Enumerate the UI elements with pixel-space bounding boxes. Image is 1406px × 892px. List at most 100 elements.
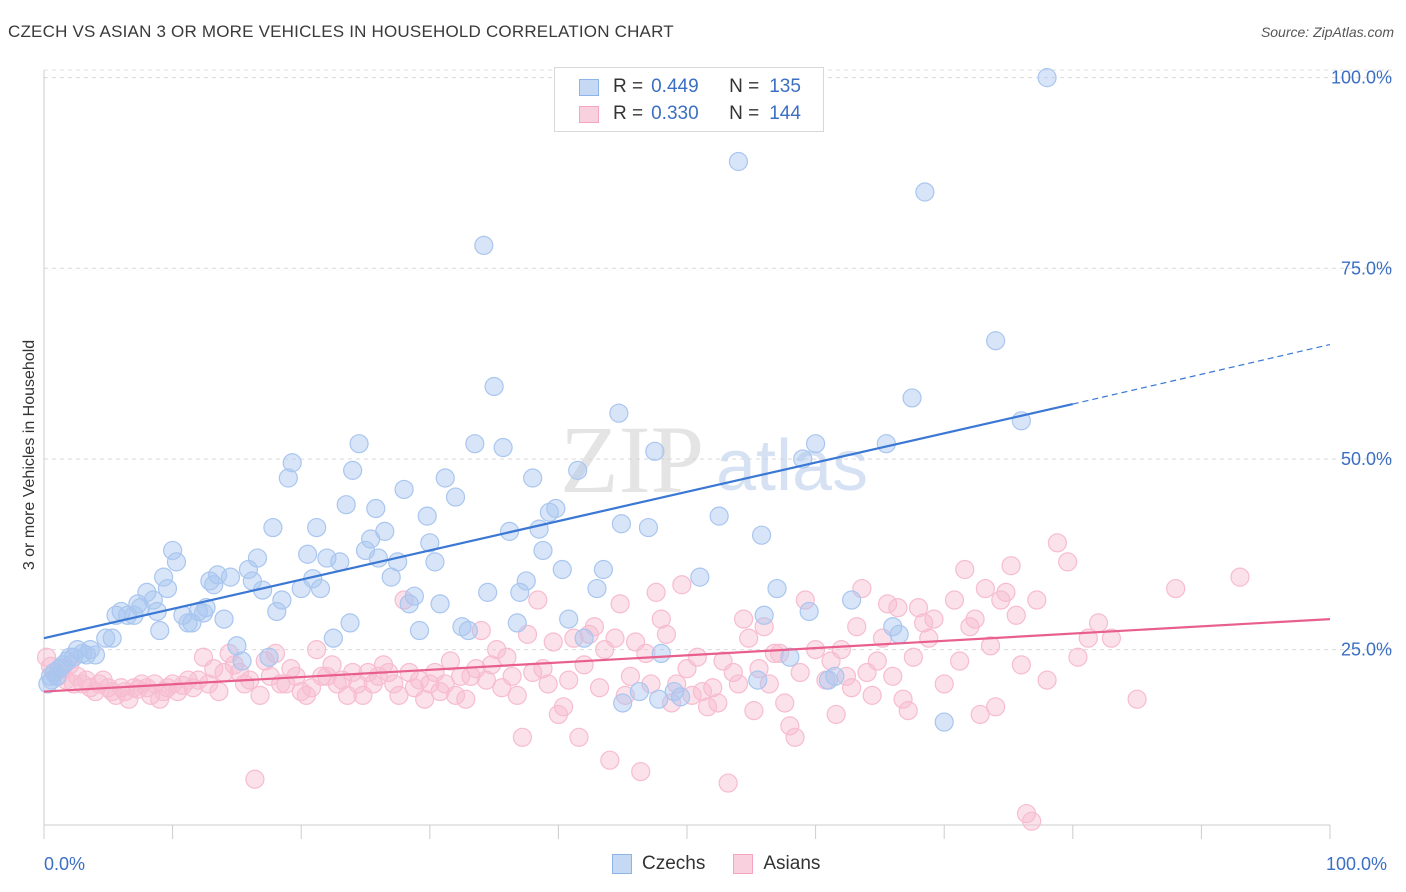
asians-point-108 (564, 628, 584, 648)
asians-point-39 (209, 681, 229, 702)
series-legend: Czechs Asians (612, 853, 848, 875)
asians-point-129 (672, 575, 692, 595)
czechs-point-112 (651, 643, 671, 664)
legend-r-value: 0.449 (651, 76, 699, 97)
correlation-legend: R = 0.449 N = 135 R = 0.330 N = 144 (554, 67, 824, 132)
czechs-point-65 (349, 434, 369, 454)
asians-point-145 (754, 617, 774, 637)
asians-point-179 (950, 651, 970, 671)
czechs-point-84 (458, 620, 478, 641)
asians-point-164 (862, 685, 882, 705)
asians-point-150 (780, 716, 800, 736)
asians-point-84 (440, 651, 460, 671)
asians-point-167 (878, 594, 898, 614)
czechs-point-57 (307, 517, 327, 538)
asians-point-124 (646, 582, 666, 602)
czechs-point-35 (193, 603, 214, 623)
y-tick-label-0: 25.0% (1341, 640, 1392, 660)
legend-row-asians: R = 0.330 N = 144 (579, 103, 801, 125)
czechs-point-82 (445, 487, 466, 507)
series-asians-points (36, 533, 1250, 831)
legend-item-asians[interactable]: Asians (733, 853, 820, 875)
asians-point-118 (615, 685, 635, 705)
czechs-point-53 (282, 453, 302, 473)
asians-point-202 (1127, 689, 1147, 709)
asians-point-195 (1037, 670, 1057, 690)
czechs-point-96 (533, 540, 553, 561)
asians-point-74 (389, 685, 409, 705)
asians-point-110 (574, 655, 594, 675)
czechs-point-63 (340, 613, 360, 633)
asians-point-183 (970, 704, 990, 725)
asians-point-151 (785, 727, 805, 747)
asians-point-139 (723, 662, 743, 683)
asians-point-196 (1047, 533, 1067, 553)
czechs-point-60 (323, 628, 343, 648)
chart-title: CZECH VS ASIAN 3 OR MORE VEHICLES IN HOU… (8, 22, 674, 41)
czechs-point-127 (825, 666, 845, 686)
asians-point-154 (805, 639, 826, 660)
czechs-point-129 (876, 434, 896, 454)
czechs-point-49 (263, 517, 283, 538)
czechs-point-137 (1037, 68, 1057, 88)
czechs-point-128 (842, 590, 862, 610)
czechs-point-27 (153, 567, 174, 587)
czechs-point-46 (247, 548, 268, 568)
asians-trend-line (43, 617, 1331, 693)
asians-point-133 (692, 681, 713, 702)
czechs-point-6 (53, 655, 73, 675)
czechs-point-114 (670, 687, 691, 707)
asians-point-184 (975, 578, 995, 599)
czechs-point-73 (394, 479, 414, 500)
watermark-atlas: atlas (716, 426, 868, 506)
asians-point-123 (641, 674, 661, 694)
czechs-point-26 (150, 620, 170, 641)
legend-swatch-czechs (612, 854, 632, 874)
watermark-zip: ZIP (560, 406, 704, 513)
asians-point-134 (697, 697, 718, 717)
asians-point-161 (847, 617, 867, 637)
legend-n-value: 144 (769, 103, 801, 124)
asians-point-197 (1058, 552, 1078, 572)
czechs-point-88 (484, 376, 504, 397)
asians-point-79 (415, 689, 435, 709)
asians-point-106 (553, 697, 574, 717)
czechs-trend-extension (1072, 343, 1331, 405)
asians-point-168 (883, 666, 903, 686)
czechs-point-29 (163, 540, 183, 561)
czechs-point-50 (267, 601, 287, 622)
czechs-point-92 (510, 582, 530, 602)
asians-point-107 (559, 670, 579, 690)
czechs-point-125 (805, 434, 826, 454)
asians-point-176 (924, 609, 944, 629)
czechs-point-52 (278, 468, 298, 488)
asians-point-160 (842, 678, 862, 698)
czechs-point-93 (516, 571, 536, 591)
asians-point-159 (836, 666, 857, 686)
czechs-point-94 (523, 468, 543, 488)
asians-point-52 (276, 674, 296, 694)
asians-point-73 (384, 674, 404, 694)
czechs-point-75 (404, 586, 424, 606)
czechs-point-119 (751, 525, 772, 545)
asians-point-188 (996, 582, 1016, 602)
czechs-point-16 (102, 628, 122, 648)
czechs-point-61 (330, 552, 350, 572)
asians-point-55 (291, 681, 311, 702)
czechs-point-86 (474, 235, 494, 256)
asians-point-96 (502, 666, 522, 686)
asians-point-141 (733, 609, 754, 629)
legend-item-czechs[interactable]: Czechs (612, 853, 705, 875)
asians-point-48 (255, 651, 275, 671)
czechs-point-121 (767, 578, 787, 599)
czechs-point-62 (336, 495, 356, 515)
asians-point-180 (955, 559, 975, 580)
asians-point-91 (476, 670, 496, 690)
asians-point-165 (867, 651, 887, 671)
czechs-point-135 (986, 331, 1006, 351)
asians-point-194 (1027, 590, 1047, 610)
asians-point-104 (543, 632, 563, 652)
legend-swatch-asians (579, 105, 599, 123)
czechs-point-81 (435, 468, 455, 488)
legend-r-value: 0.330 (651, 103, 699, 124)
